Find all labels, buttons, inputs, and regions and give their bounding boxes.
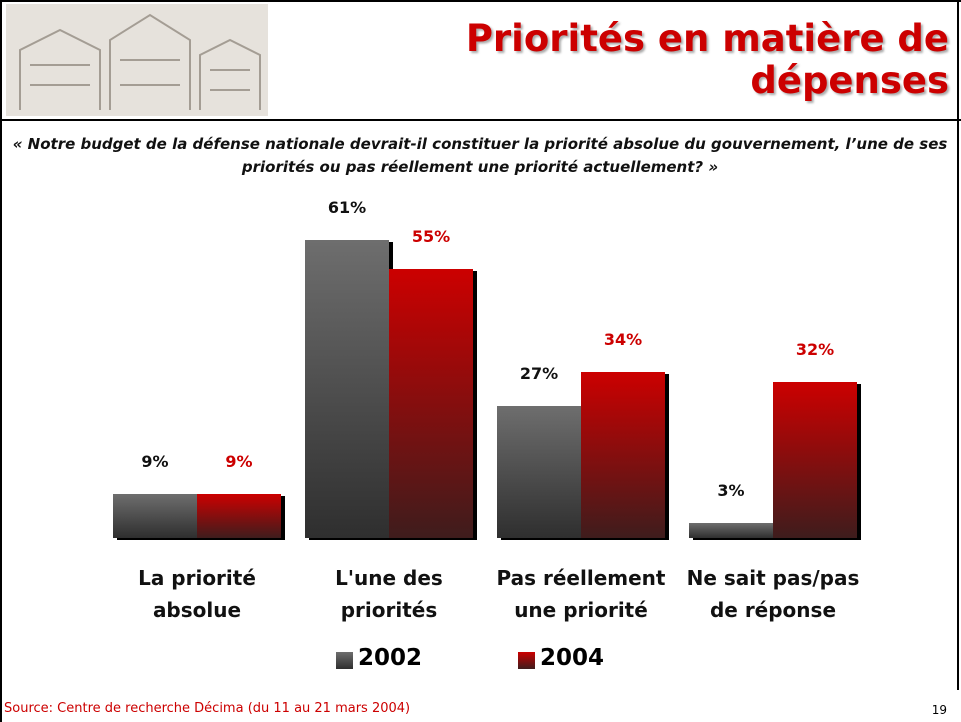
bar: [773, 381, 857, 538]
legend-swatch: [336, 652, 353, 669]
x-tick-label: La priorité absolue: [138, 566, 256, 622]
data-label: 9%: [225, 451, 253, 471]
bar: [689, 523, 773, 538]
data-label: 3%: [717, 481, 745, 501]
bar: [389, 269, 473, 538]
data-label: 55%: [411, 227, 451, 247]
data-label: 61%: [327, 197, 367, 217]
x-tick-label: Ne sait pas/pas de réponse: [686, 566, 860, 622]
x-tick-label: L'une des priorités: [335, 566, 443, 622]
bar: [197, 493, 281, 538]
legend-label: 2002: [358, 645, 423, 671]
data-label: 27%: [519, 363, 559, 383]
bar: [497, 405, 581, 538]
source-note: Source: Centre de recherche Décima (du 1…: [4, 701, 411, 716]
bar: [305, 239, 389, 538]
chart-subtitle: « Notre budget de la défense nationale d…: [12, 135, 948, 176]
legend-swatch: [518, 652, 535, 669]
page-number: 19: [931, 703, 947, 717]
data-label: 34%: [603, 329, 643, 349]
legend-label: 2004: [540, 645, 605, 671]
bar: [581, 371, 665, 538]
chart-title: Priorités en matière de dépenses: [465, 17, 949, 102]
x-tick-label: Pas réellement une priorité: [496, 566, 666, 622]
data-label: 9%: [141, 451, 169, 471]
data-label: 32%: [795, 339, 835, 359]
building-sketch: [19, 13, 261, 110]
bar: [113, 493, 197, 538]
